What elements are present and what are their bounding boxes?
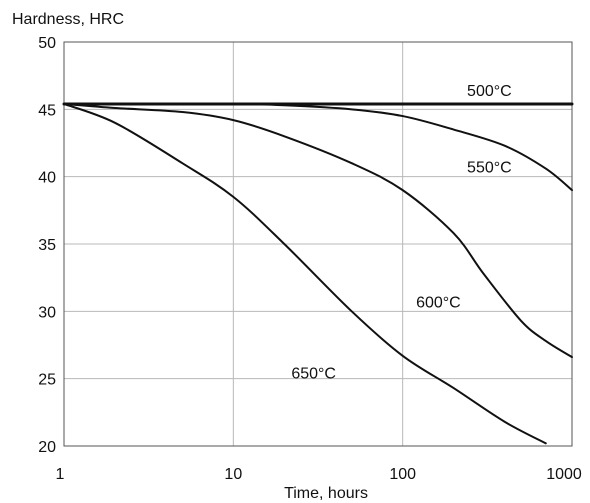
- x-tick-label: 10: [224, 466, 242, 483]
- series-label-4: 650°C: [291, 366, 336, 383]
- y-tick-label: 35: [38, 237, 56, 254]
- series-label-1: 500°C: [467, 83, 512, 100]
- y-tick-label: 50: [38, 35, 56, 52]
- y-tick-label: 30: [38, 304, 56, 321]
- y-axis-title: Hardness, HRC: [12, 11, 124, 28]
- series-label-2: 550°C: [467, 160, 512, 177]
- y-tick-label: 45: [38, 102, 56, 119]
- x-axis-title: Time, hours: [284, 485, 368, 502]
- y-tick-label: 20: [38, 439, 56, 456]
- x-tick-labels: 1 10 100 1000: [56, 466, 582, 483]
- x-tick-label: 1000: [546, 466, 582, 483]
- series-line-4: [64, 104, 546, 443]
- y-tick-label: 40: [38, 170, 56, 187]
- x-tick-label: 1: [56, 466, 65, 483]
- curves: [64, 104, 572, 443]
- x-tick-label: 100: [389, 466, 416, 483]
- curve-labels: 500°C 550°C 600°C 650°C: [291, 83, 511, 383]
- y-tick-label: 25: [38, 372, 56, 389]
- series-line-2: [64, 104, 572, 190]
- y-tick-labels: 20 25 30 35 40 45 50: [38, 35, 56, 456]
- series-label-3: 600°C: [416, 294, 461, 311]
